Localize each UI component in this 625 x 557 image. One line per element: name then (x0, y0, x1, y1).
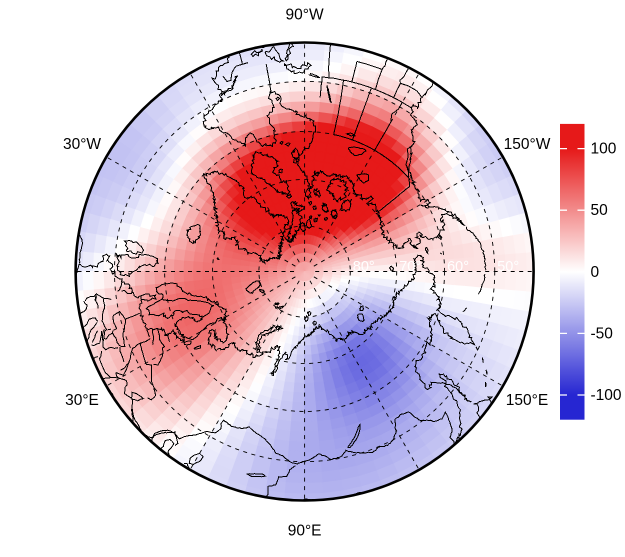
svg-text:-50: -50 (591, 325, 614, 342)
svg-text:50: 50 (591, 202, 609, 219)
svg-text:90°E: 90°E (288, 523, 322, 540)
svg-text:30°E: 30°E (65, 392, 99, 409)
svg-text:0: 0 (591, 264, 600, 281)
svg-text:-100: -100 (591, 387, 622, 404)
svg-text:150°W: 150°W (504, 136, 551, 153)
svg-text:50°: 50° (497, 259, 519, 275)
svg-text:150°E: 150°E (506, 392, 548, 409)
svg-text:100: 100 (591, 141, 617, 158)
svg-text:60°: 60° (447, 259, 469, 275)
svg-text:30°W: 30°W (63, 136, 101, 153)
svg-text:90°W: 90°W (286, 7, 324, 24)
svg-text:80°: 80° (353, 259, 375, 275)
svg-text:70°: 70° (399, 259, 421, 275)
